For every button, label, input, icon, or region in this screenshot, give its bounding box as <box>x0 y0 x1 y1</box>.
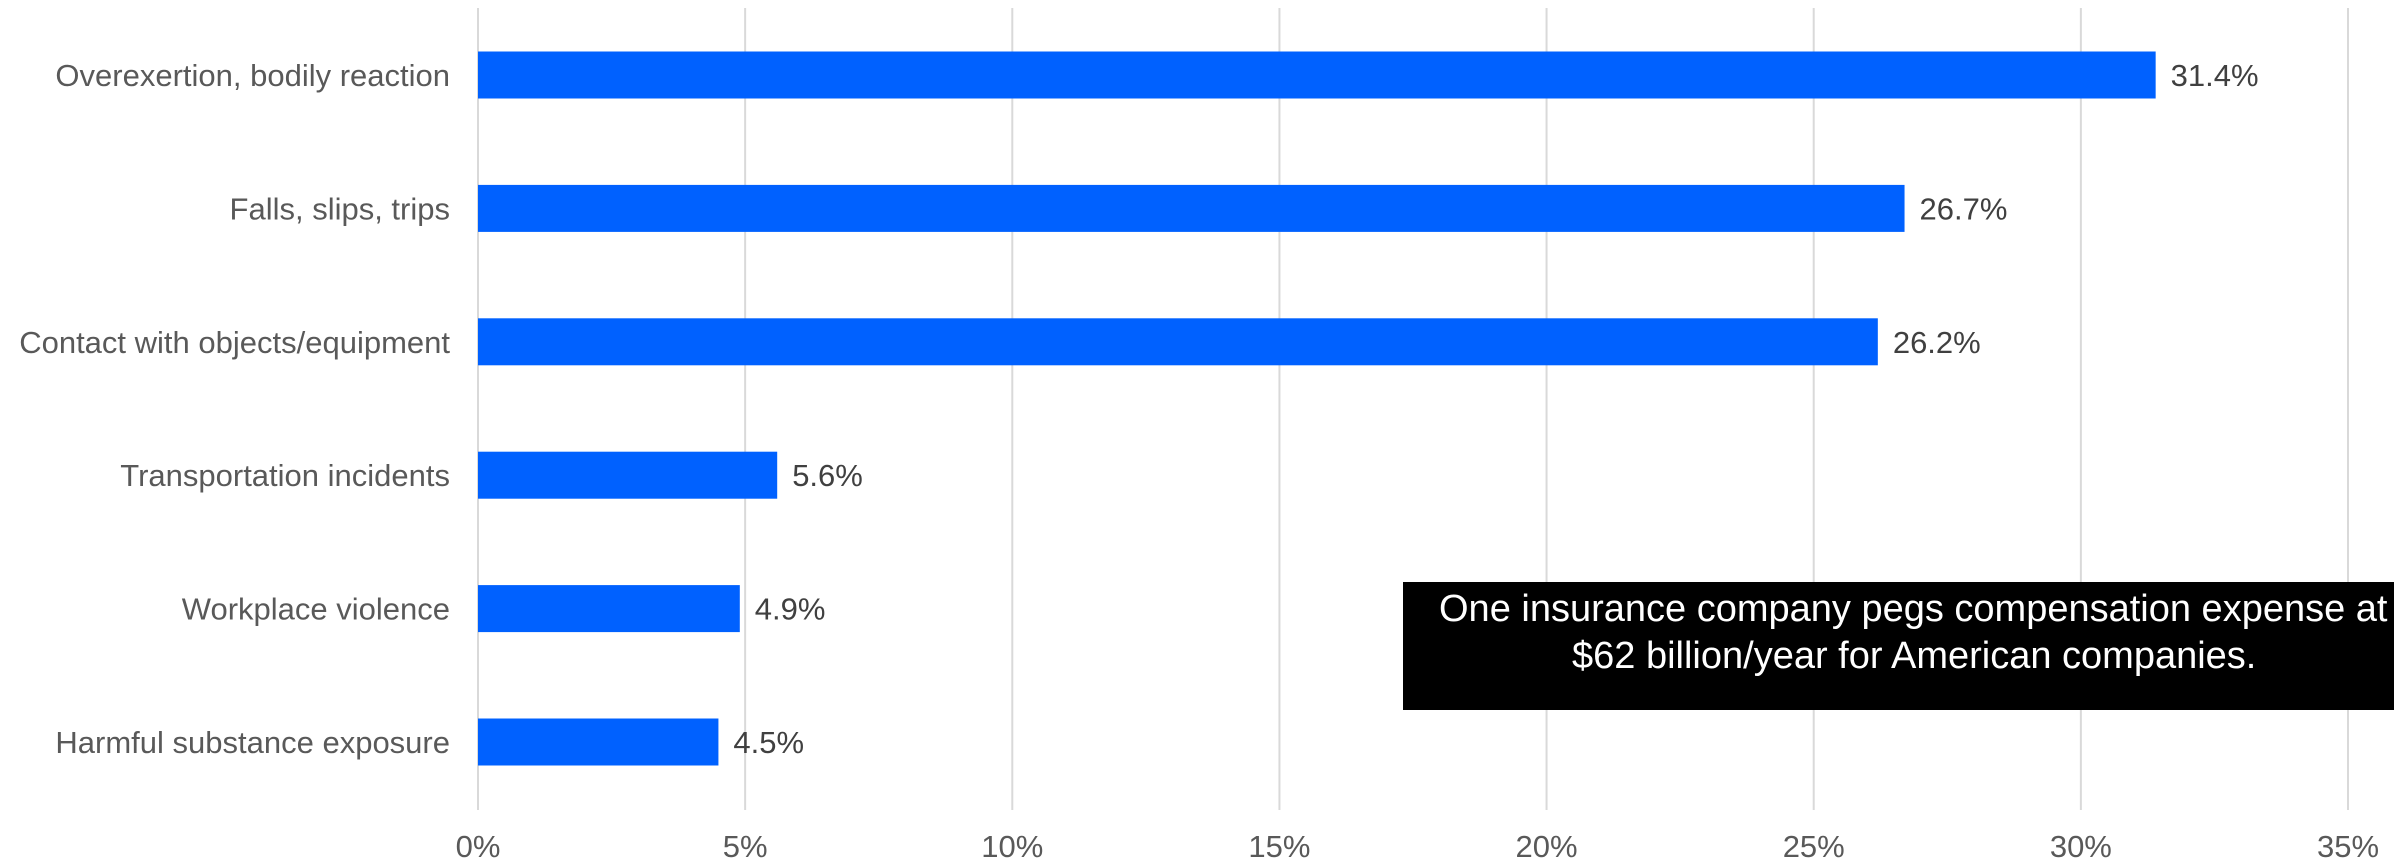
x-tick-label: 5% <box>723 829 768 864</box>
category-labels: Overexertion, bodily reaction Falls, slip… <box>19 58 450 760</box>
x-tick-label: 15% <box>1248 829 1310 864</box>
category-label: Harmful substance exposure <box>55 725 450 760</box>
data-label: 31.4% <box>2171 58 2259 93</box>
data-label: 26.7% <box>1920 191 2008 226</box>
category-label: Transportation incidents <box>120 458 450 493</box>
bars <box>478 51 2156 766</box>
data-label: 5.6% <box>792 458 863 493</box>
category-label: Falls, slips, trips <box>230 191 450 226</box>
x-tick-label: 30% <box>2050 829 2112 864</box>
category-label: Contact with objects/equipment <box>19 325 450 360</box>
category-label: Workplace violence <box>182 592 450 627</box>
category-label: Overexertion, bodily reaction <box>55 58 450 93</box>
x-tick-label: 10% <box>981 829 1043 864</box>
data-label: 26.2% <box>1893 325 1981 360</box>
bar <box>478 451 778 499</box>
bar <box>478 318 1878 366</box>
annotation-box: One insurance company pegs compensation … <box>1403 582 2394 710</box>
x-axis-tick-labels: 0% 5% 10% 15% 20% 25% 30% 35% <box>456 829 2379 864</box>
annotation-line-2: $62 billion/year for American companies. <box>1572 635 2257 677</box>
bar <box>478 184 1905 232</box>
x-tick-label: 35% <box>2317 829 2379 864</box>
x-tick-label: 25% <box>1783 829 1845 864</box>
bar <box>478 51 2156 99</box>
annotation-line-1: One insurance company pegs compensation … <box>1439 588 2388 630</box>
x-tick-label: 0% <box>456 829 501 864</box>
bar <box>478 718 719 766</box>
x-tick-label: 20% <box>1516 829 1578 864</box>
bar <box>478 585 740 633</box>
data-label: 4.5% <box>733 725 804 760</box>
data-labels: 31.4% 26.7% 26.2% 5.6% 4.9% 4.5% <box>733 58 2258 760</box>
data-label: 4.9% <box>755 592 826 627</box>
gridlines <box>477 8 2349 810</box>
